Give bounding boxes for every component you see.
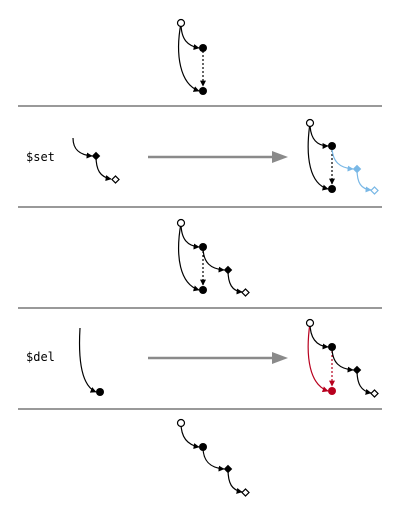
set-transform-arrow: [148, 151, 288, 163]
leaf-node: [241, 488, 250, 497]
node: [199, 87, 207, 95]
state-1-graph: [176, 18, 207, 95]
set-input-fragment: [72, 137, 120, 184]
root-node: [176, 218, 186, 228]
state-3-graph: [176, 418, 250, 497]
del-result-graph: [305, 318, 379, 398]
node: [328, 185, 336, 193]
node: [328, 142, 336, 150]
node: [96, 388, 104, 396]
node: [199, 443, 207, 451]
root-node: [305, 118, 315, 128]
diamond-node: [223, 464, 233, 474]
diamond-node-added: [352, 164, 362, 174]
state-2-graph: [176, 218, 250, 297]
node-deleted: [328, 387, 336, 395]
diamond-node: [223, 265, 233, 275]
diamond-node: [352, 365, 362, 375]
set-result-graph: [305, 118, 379, 195]
leaf-node-added: [370, 186, 379, 195]
root-node: [176, 418, 186, 428]
node: [199, 286, 207, 294]
root-node: [176, 18, 186, 28]
node: [328, 343, 336, 351]
del-transform-arrow: [148, 352, 288, 364]
del-operation-label: $del: [26, 350, 55, 364]
leaf-node: [111, 175, 120, 184]
del-input-fragment: [78, 327, 104, 396]
node: [199, 243, 207, 251]
root-node: [305, 318, 315, 328]
node: [199, 44, 207, 52]
set-operation-label: $set: [26, 150, 55, 164]
leaf-node: [370, 389, 379, 398]
leaf-node: [241, 288, 250, 297]
diamond-node: [91, 151, 101, 161]
